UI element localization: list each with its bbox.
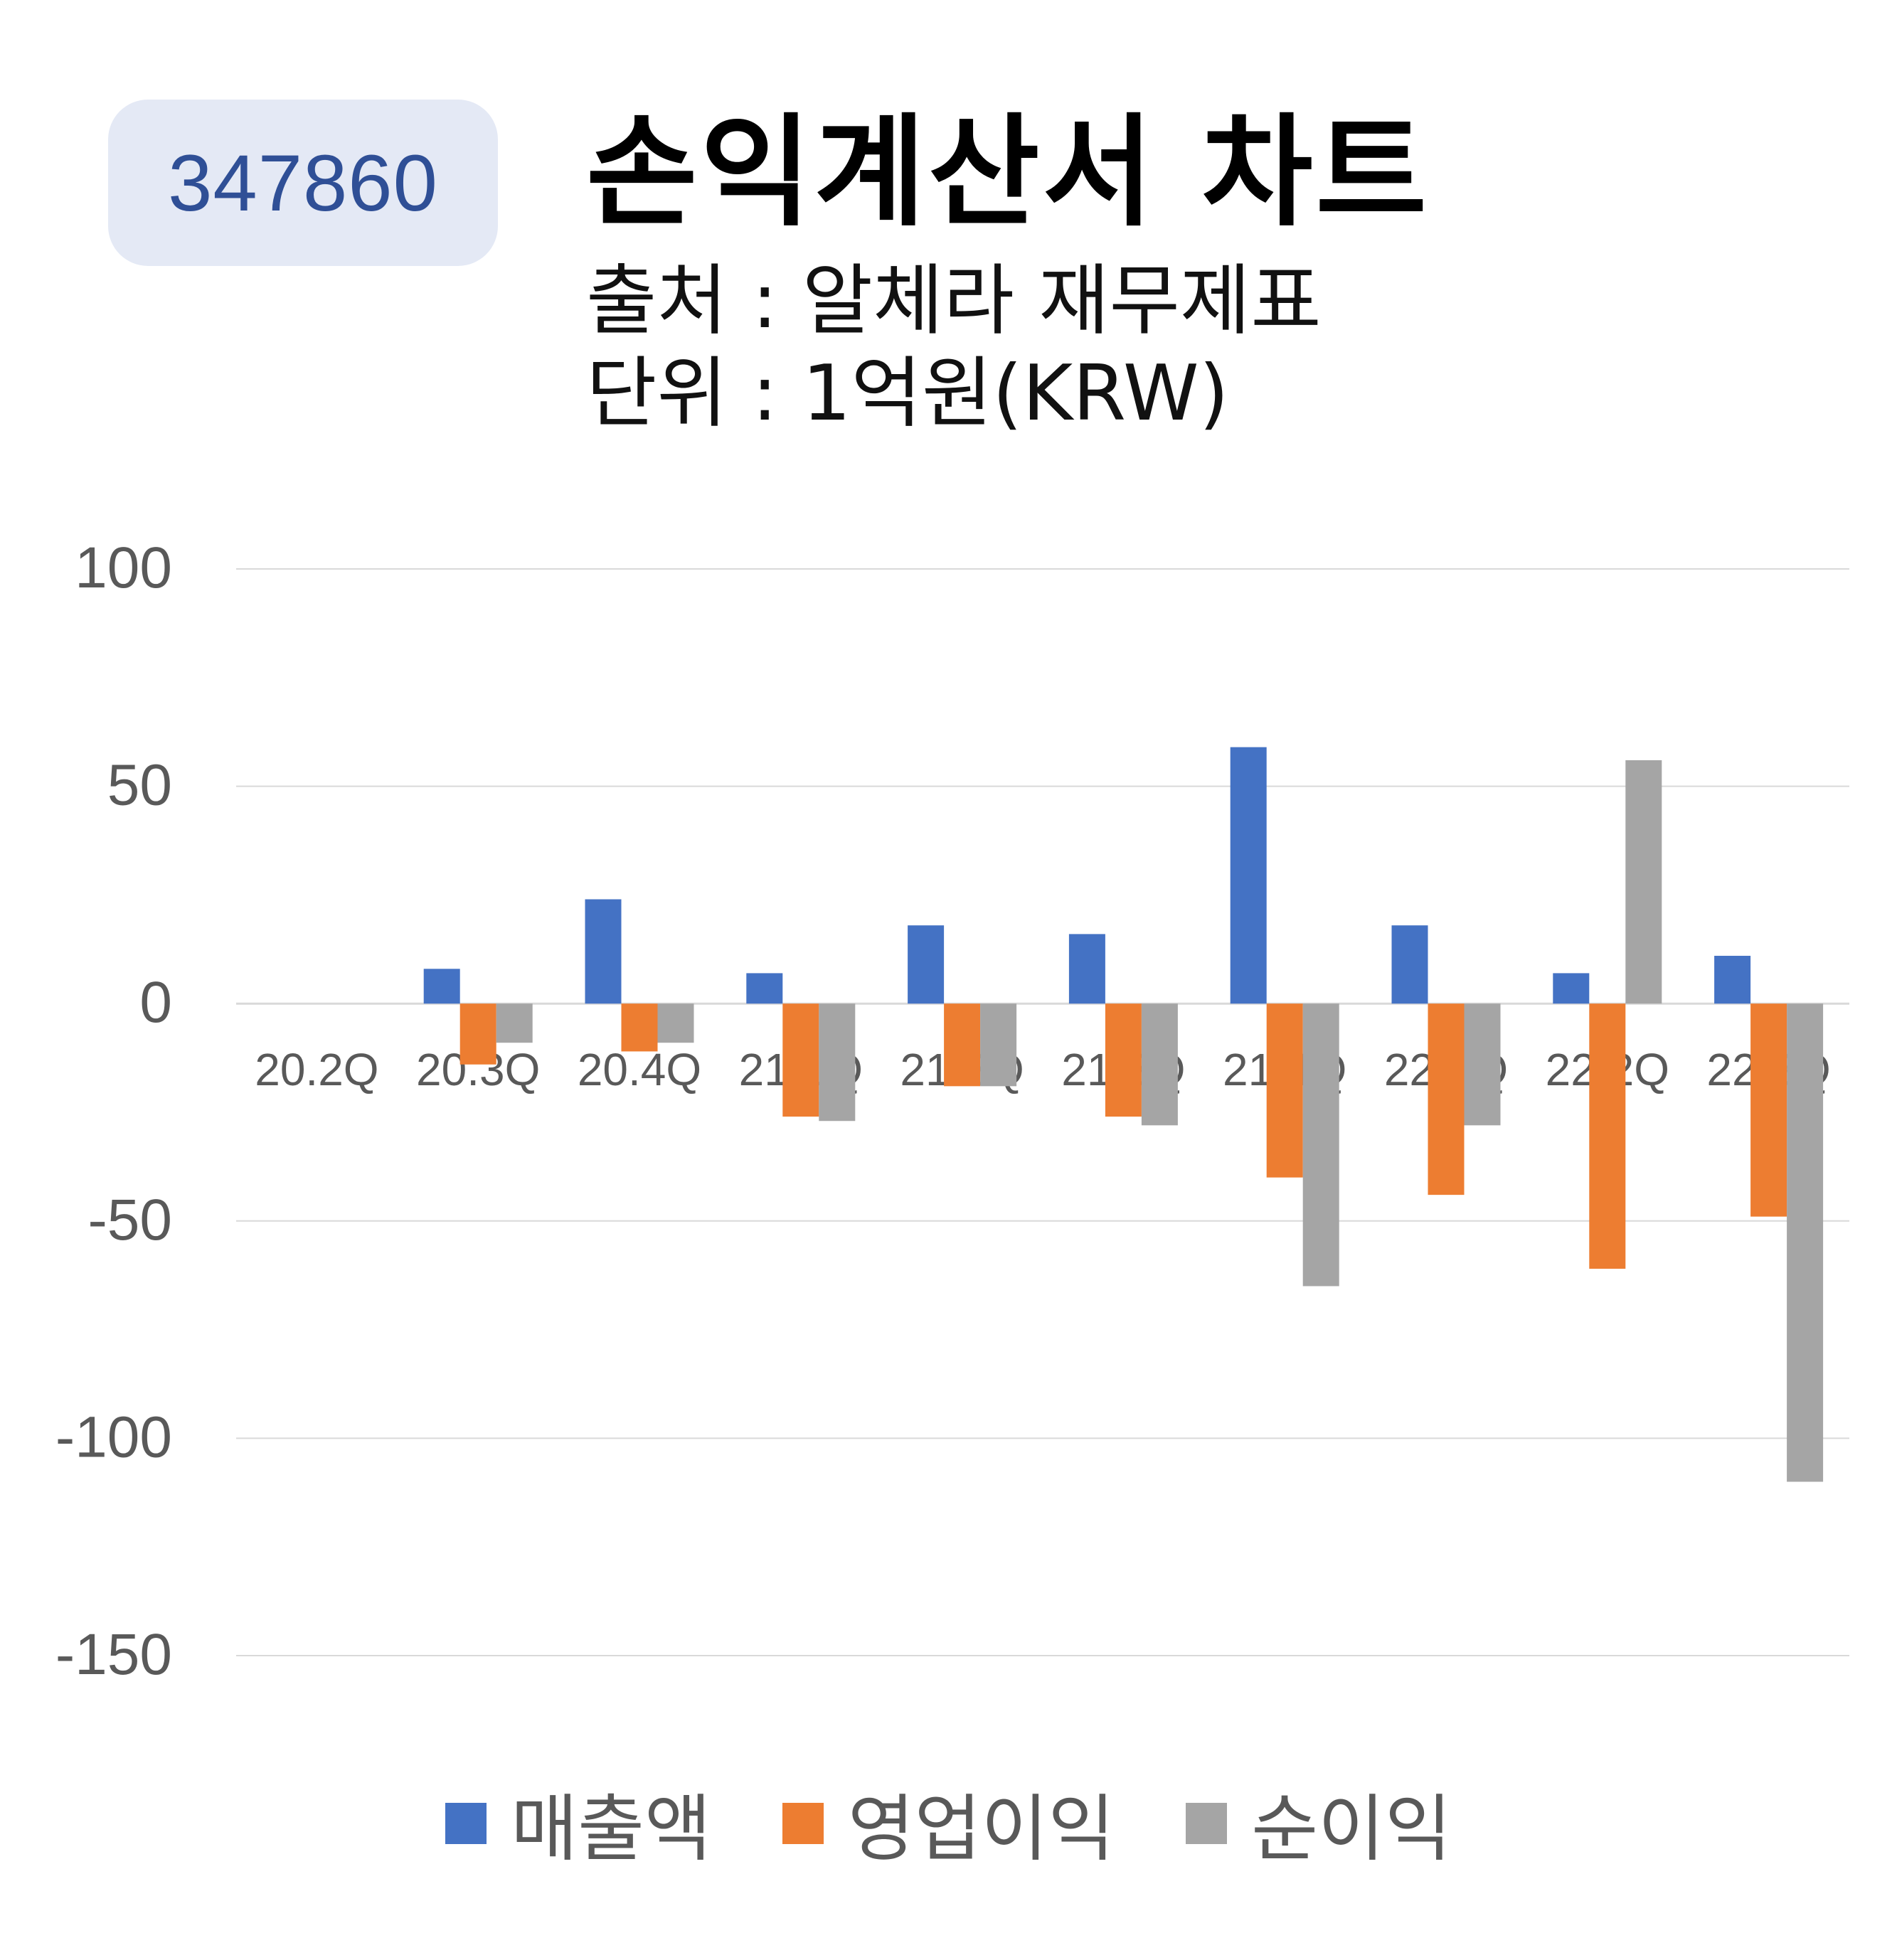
legend-item-net-income: 순이익 — [1186, 1771, 1452, 1875]
bar — [1714, 955, 1751, 1004]
legend: 매출액 영업이익 순이익 — [0, 1771, 1897, 1875]
bar — [1625, 760, 1662, 1004]
y-tick-label: 50 — [107, 753, 172, 818]
ticker-badge: 347860 — [108, 100, 498, 266]
gridlines — [236, 568, 1849, 1656]
y-tick-label: -50 — [87, 1188, 172, 1252]
source-label: 출처 : 알체라 재무제표 — [586, 257, 1322, 346]
y-axis-ticks: 100 50 0 -50 -100 -150 — [55, 536, 172, 1687]
bar — [980, 1003, 1017, 1087]
bar — [1105, 1003, 1142, 1117]
bar — [621, 1003, 658, 1052]
legend-label-sales: 매출액 — [511, 1787, 711, 1872]
y-tick-label: 100 — [75, 536, 172, 600]
legend-swatch-sales — [445, 1802, 487, 1844]
bar — [746, 973, 783, 1004]
legend-label-operating-profit: 영업이익 — [847, 1787, 1115, 1872]
y-tick-label: -100 — [55, 1405, 172, 1469]
bar — [1302, 1003, 1339, 1287]
legend-swatch-net-income — [1186, 1802, 1228, 1844]
bar — [819, 1003, 856, 1122]
legend-label-net-income: 순이익 — [1251, 1787, 1452, 1872]
bar — [1266, 1003, 1303, 1178]
bar — [1230, 747, 1267, 1004]
legend-item-operating-profit: 영업이익 — [782, 1771, 1115, 1875]
bar — [459, 1003, 496, 1065]
bar — [1589, 1003, 1626, 1269]
bar — [657, 1003, 694, 1043]
y-tick-label: 0 — [139, 970, 172, 1035]
y-tick-label: -150 — [55, 1622, 172, 1687]
bar — [782, 1003, 819, 1117]
legend-swatch-operating-profit — [782, 1802, 824, 1844]
unit-label: 단위 : 1억원(KRW) — [586, 349, 1229, 438]
bar — [1464, 1003, 1501, 1126]
bar — [908, 925, 945, 1004]
bar — [496, 1003, 533, 1043]
x-tick-label: 20.2Q — [255, 1044, 378, 1095]
bar — [944, 1003, 981, 1087]
bars — [423, 747, 1824, 1482]
bar — [1787, 1003, 1824, 1482]
bar — [1068, 934, 1105, 1004]
ticker-code: 347860 — [168, 138, 438, 228]
bar — [585, 899, 622, 1004]
bar — [1553, 973, 1590, 1004]
bar — [1428, 1003, 1465, 1195]
chart-title: 손익계산서 차트 — [586, 102, 1430, 243]
legend-item-sales: 매출액 — [445, 1771, 711, 1875]
bar — [1141, 1003, 1178, 1126]
bar — [1391, 925, 1428, 1004]
x-tick-label: 20.4Q — [578, 1044, 701, 1095]
bar — [1750, 1003, 1787, 1217]
bar — [423, 969, 460, 1004]
